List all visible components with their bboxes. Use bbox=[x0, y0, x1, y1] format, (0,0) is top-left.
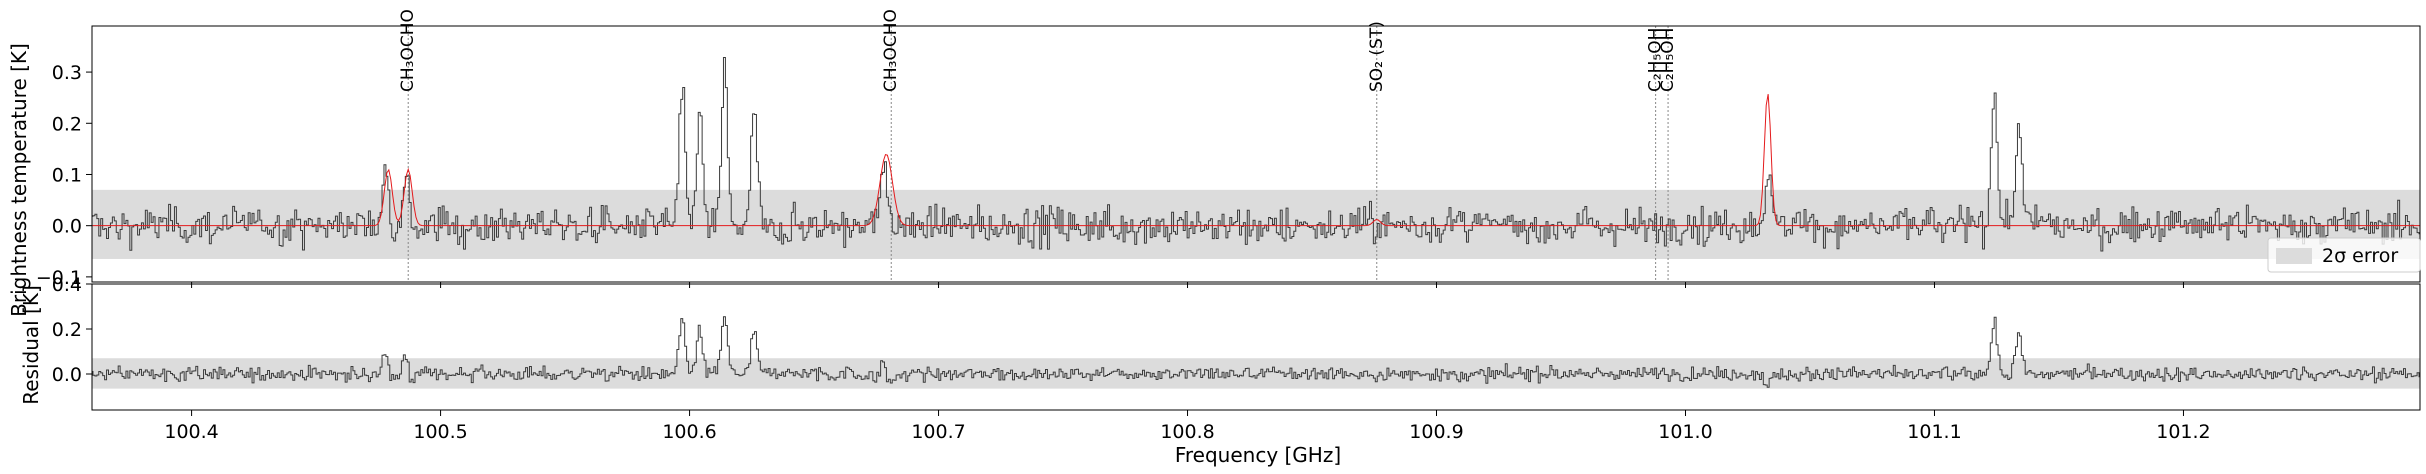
x-tick-label-8: 101.2 bbox=[2156, 421, 2210, 443]
spectrum-plot-area bbox=[92, 26, 2420, 282]
x-axis-label: Frequency [GHz] bbox=[1175, 443, 1341, 467]
x-tick-label-2: 100.6 bbox=[662, 421, 716, 443]
y-axis-label-spectrum: Brightness temperature [K] bbox=[7, 43, 31, 317]
y-tick-label-1-2: 0.4 bbox=[52, 274, 82, 296]
x-tick-label-7: 101.1 bbox=[1907, 421, 1961, 443]
residual-spectrum bbox=[92, 316, 2420, 388]
x-tick-label-6: 101.0 bbox=[1658, 421, 1712, 443]
x-tick-label-3: 100.7 bbox=[911, 421, 965, 443]
residual-axes-frame bbox=[91, 283, 2421, 411]
y-tick-label-1-1: 0.2 bbox=[52, 319, 82, 341]
line-marker-label-2: SO₂ (ST) bbox=[1367, 21, 1387, 92]
residual-error-band bbox=[92, 358, 2420, 389]
line-marker-label-4: C₂H₅OH bbox=[1658, 28, 1678, 92]
line-marker-label-3: C₂H₅OH bbox=[1646, 28, 1666, 92]
x-tick-label-1: 100.5 bbox=[413, 421, 467, 443]
y-tick-label-0-3: 0.2 bbox=[52, 113, 82, 135]
line-marker-label-0: CH₃OCHO bbox=[398, 9, 418, 92]
residual-panel: 0.0 0.2 0.4 100.4 100.5 100.6 100.7 100.8 100.9 1… bbox=[52, 274, 2421, 443]
y-tick-label-0-0: −0.1 bbox=[36, 267, 82, 289]
legend-label: 2σ error bbox=[2322, 245, 2398, 267]
y-tick-label-1-0: 0.0 bbox=[52, 364, 82, 386]
x-tick-label-4: 100.8 bbox=[1160, 421, 1214, 443]
residual-plot-area bbox=[92, 316, 2420, 389]
error-band bbox=[92, 189, 2420, 259]
model-spectrum bbox=[92, 94, 2420, 227]
x-tick-label-5: 100.9 bbox=[1409, 421, 1463, 443]
line-marker-label-1: CH₃OCHO bbox=[881, 9, 901, 92]
y-axis-label-residual: Residual [K] bbox=[19, 285, 43, 405]
spectrum-axes-frame bbox=[91, 25, 2421, 283]
y-tick-label-0-1: 0.0 bbox=[52, 216, 82, 238]
y-tick-label-0-2: 0.1 bbox=[52, 164, 82, 186]
x-tick-label-0: 100.4 bbox=[164, 421, 218, 443]
spectrum-panel: −0.1 0.0 0.1 0.2 0.3 CH₃OCHO CH₃OCHO SO₂ (ST) C₂… bbox=[36, 9, 2421, 289]
legend-swatch bbox=[2276, 248, 2312, 264]
y-tick-label-0-4: 0.3 bbox=[52, 62, 82, 84]
legend: 2σ error bbox=[2267, 237, 2421, 273]
